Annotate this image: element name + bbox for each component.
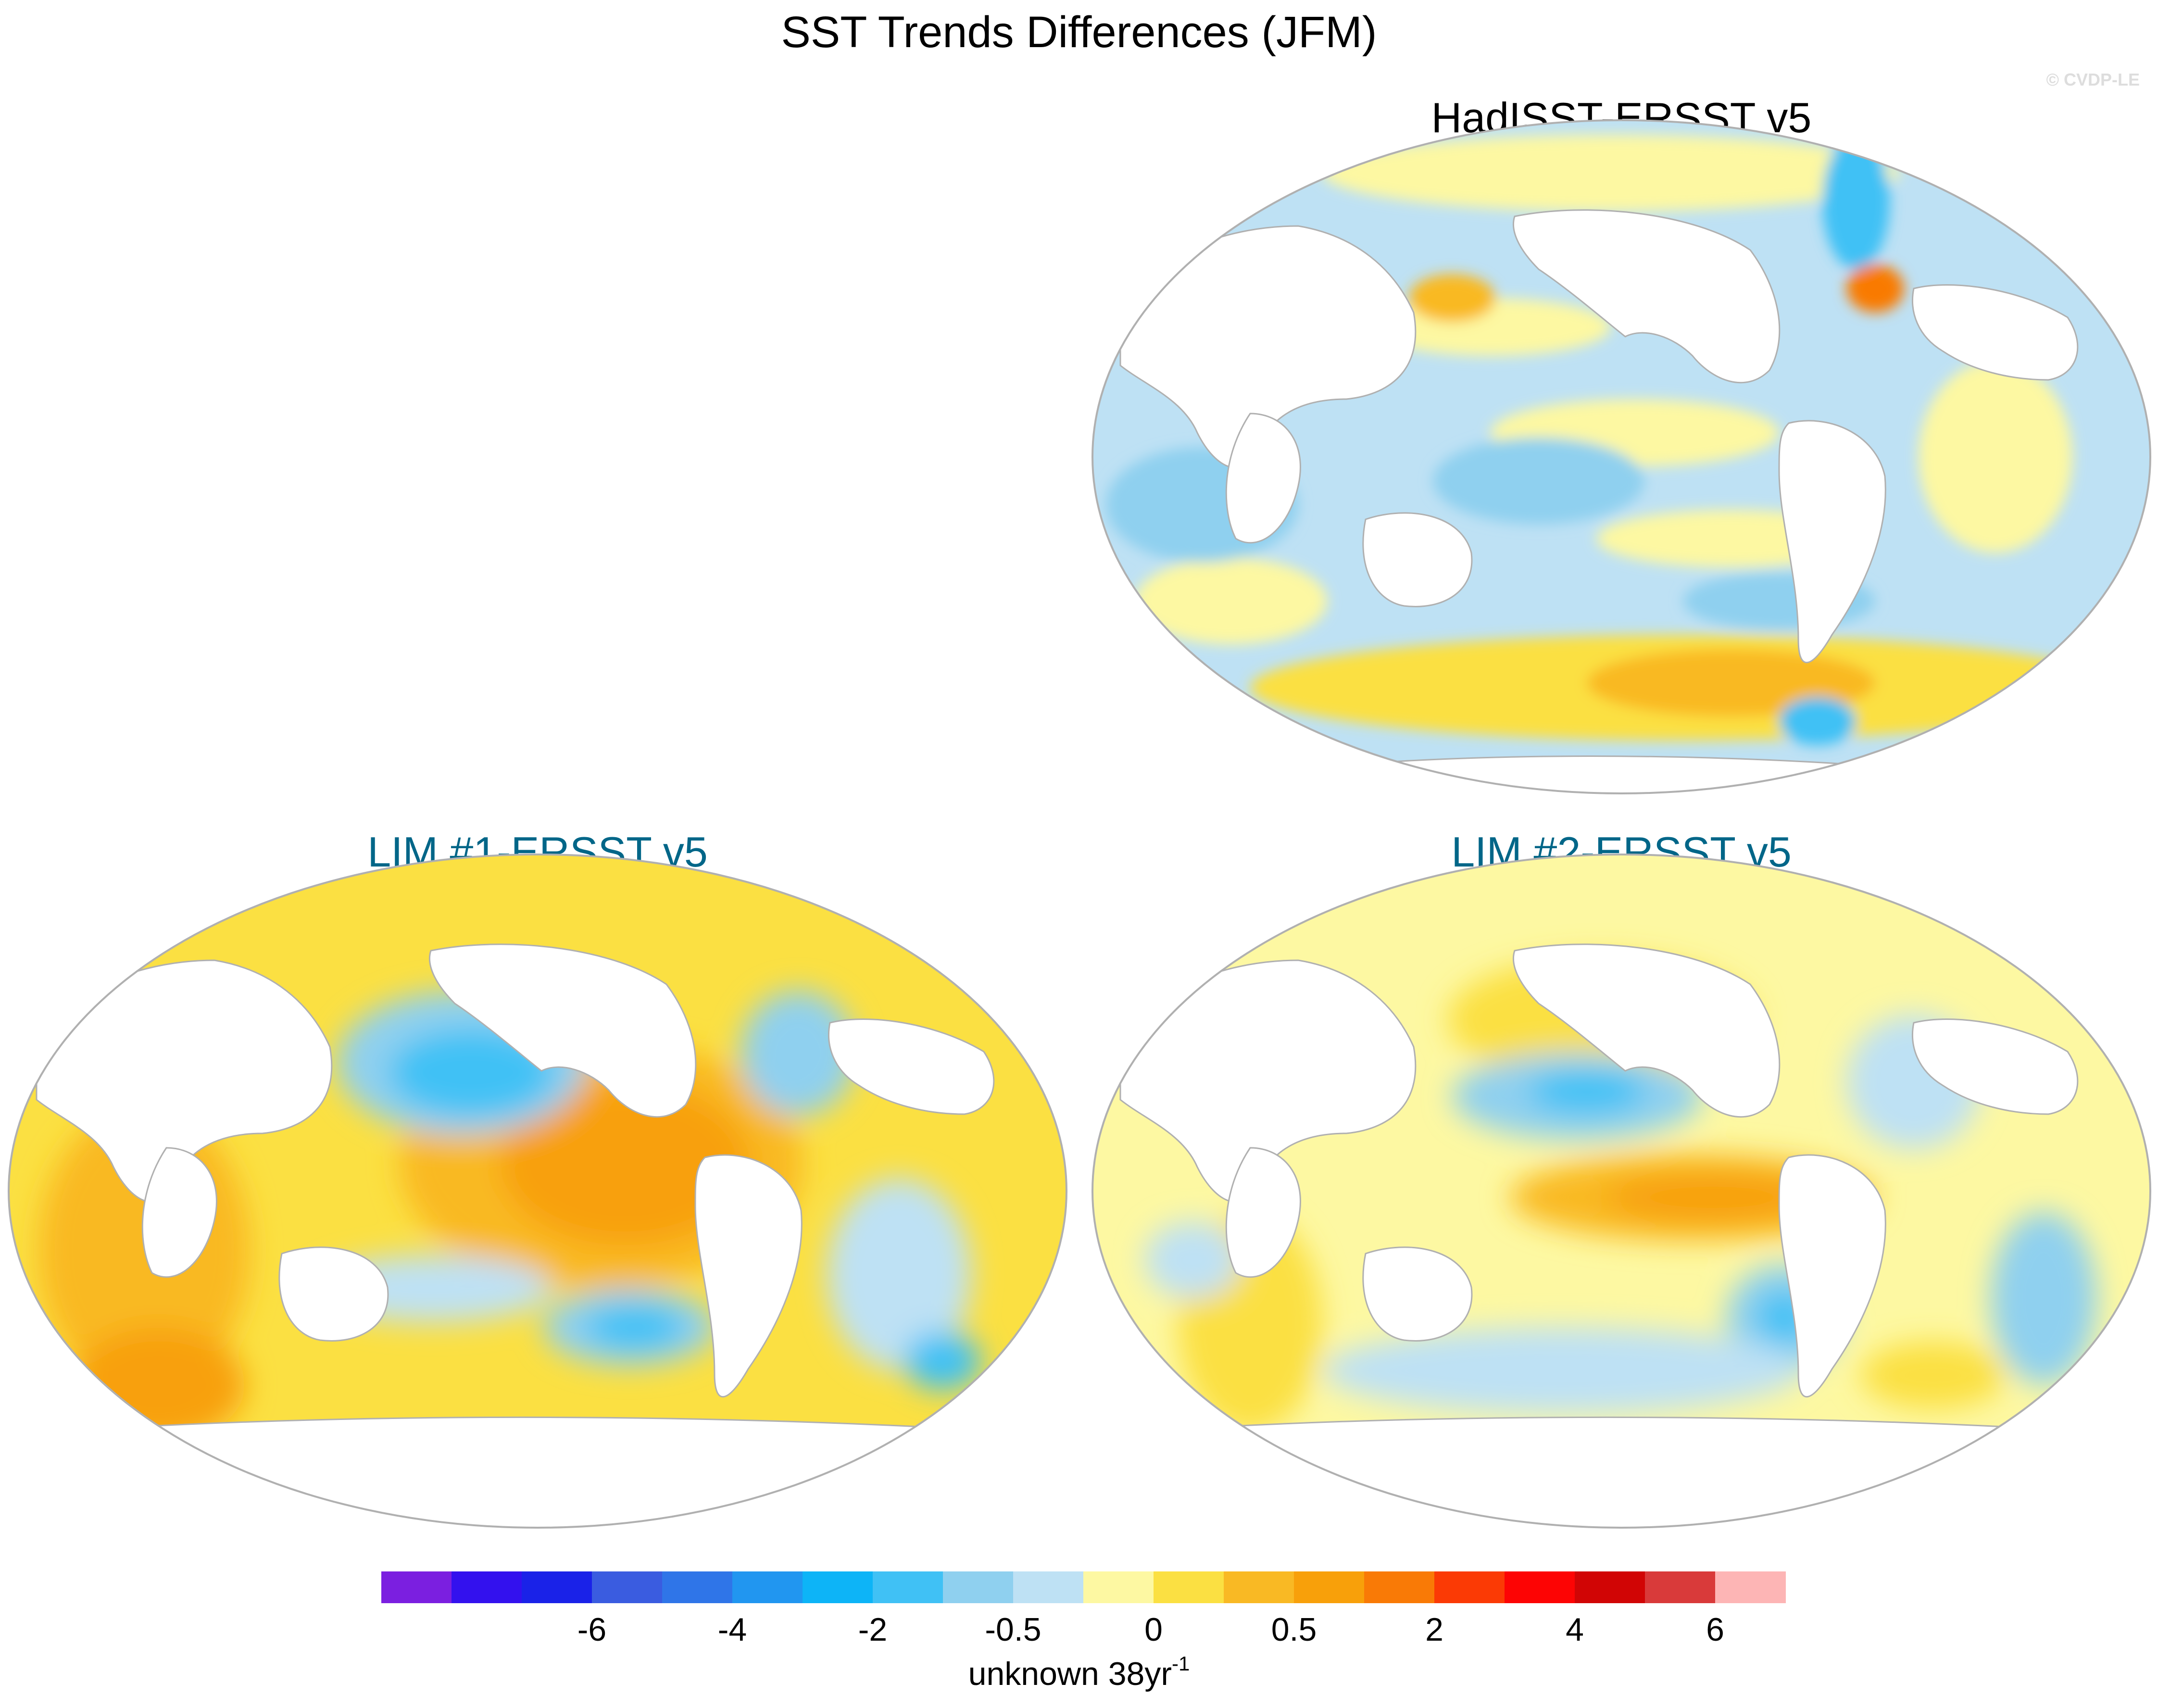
panel-1-pacific-blue-a [1433, 438, 1644, 524]
colorbar-tick-label: 2 [1425, 1611, 1443, 1648]
colorbar-tick-label: 6 [1706, 1611, 1724, 1648]
colorbar-swatch [943, 1571, 1014, 1603]
main-title: SST Trends Differences (JFM) [781, 8, 1377, 57]
panel-3-southern-cool [1322, 1327, 1803, 1414]
panel-1-indian-yellow [1135, 558, 1327, 644]
colorbar-swatch [873, 1571, 943, 1603]
colorbar-swatch [381, 1571, 452, 1603]
panel-1-kuroshio-warm [1409, 274, 1495, 322]
panel-3-indian-cool [1144, 1221, 1241, 1298]
panel-1-gulfstream-warm [1846, 264, 1904, 313]
panel-2-outline [8, 854, 1067, 1529]
colorbar-swatch [1434, 1571, 1505, 1603]
colorbar-swatch [1505, 1571, 1575, 1603]
colorbar-tick-label: -0.5 [985, 1611, 1041, 1648]
colorbar-swatch [732, 1571, 803, 1603]
colorbar-label-superscript: -1 [1172, 1652, 1190, 1675]
panel-2-southpac-cold [587, 1306, 683, 1349]
colorbar-tick-label: 4 [1566, 1611, 1584, 1648]
colorbar-swatch [803, 1571, 873, 1603]
panel-1-drake-blue [1779, 697, 1856, 745]
colorbar-tick-label: -4 [718, 1611, 747, 1648]
watermark: © CVDP-LE [2046, 70, 2140, 89]
colorbar-swatch [1154, 1571, 1224, 1603]
panel-1-map [1092, 120, 2150, 793]
panel-3-satlantic-warm [1861, 1342, 2005, 1409]
colorbar-tick-labels: -6 -4 -2 -0.5 0 0.5 2 4 6 [577, 1611, 1724, 1648]
colorbar-swatch [1224, 1571, 1294, 1603]
colorbar-swatch [452, 1571, 522, 1603]
colorbar-label-main: unknown 38yr [968, 1656, 1172, 1692]
colorbar-tick-label: -2 [858, 1611, 887, 1648]
colorbar-swatch [1575, 1571, 1645, 1603]
colorbar-swatch [592, 1571, 663, 1603]
panel-3-equatorial-warm-core [1606, 1173, 1818, 1221]
panel-3-northpac-cold [1529, 1070, 1644, 1113]
panel-1-labrador-blue [1822, 135, 1890, 269]
panel-2-pacific-warm-core [500, 1082, 750, 1245]
panel-1-atlantic-yellow [1919, 361, 2072, 553]
panel-2-atlantic-pale [827, 1178, 971, 1370]
panel-2-northpac-cold [389, 1029, 553, 1116]
panel-2-map [9, 854, 1066, 1528]
colorbar-tick-label: -6 [577, 1611, 606, 1648]
colorbar [381, 1571, 1786, 1603]
colorbar-swatch [662, 1571, 733, 1603]
colorbar-tick-label: 0 [1144, 1611, 1163, 1648]
panel-1-land [1119, 209, 2079, 793]
colorbar-tick-label: 0.5 [1271, 1611, 1317, 1648]
panel-1-arctic-yellow [1322, 135, 1899, 212]
colorbar-swatch [1294, 1571, 1365, 1603]
panel-3-atlantic-cool [1991, 1212, 2096, 1385]
panel-2-natlantic-cool [740, 991, 856, 1116]
colorbar-swatch [522, 1571, 592, 1603]
colorbar-swatch [1715, 1571, 1786, 1603]
panel-2-satlantic-cool [904, 1332, 981, 1390]
panel-3-outline [1092, 854, 2151, 1529]
panel-3-map [1092, 854, 2150, 1528]
colorbar-swatch [1083, 1571, 1154, 1603]
panel-1-outline [1092, 119, 2151, 794]
colorbar-label: unknown 38yr-1 [968, 1652, 1190, 1692]
colorbar-swatch [1645, 1571, 1716, 1603]
colorbar-swatch [1013, 1571, 1084, 1603]
colorbar-swatch [1364, 1571, 1435, 1603]
